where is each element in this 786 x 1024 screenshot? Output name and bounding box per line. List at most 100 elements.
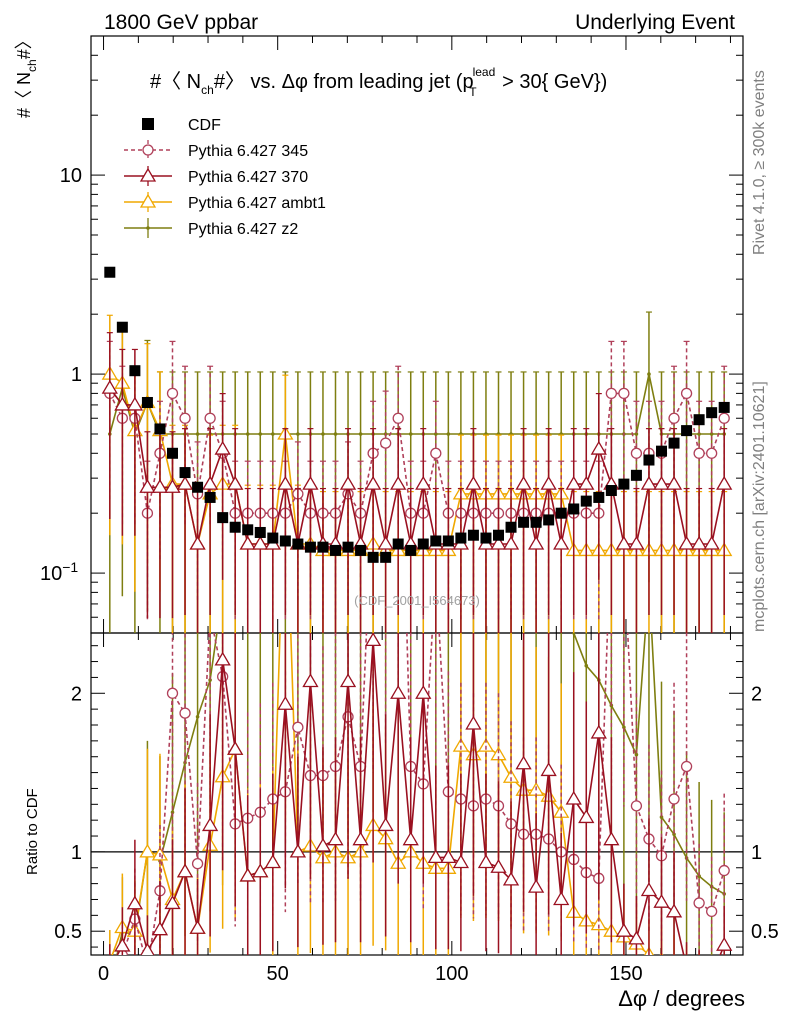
ratio-point <box>302 673 319 688</box>
ratio-point <box>364 633 382 647</box>
ratio-point <box>465 715 482 730</box>
ratio-point <box>264 854 281 869</box>
legend-entry: Pythia 6.427 370 <box>124 166 308 186</box>
cdf-data-point <box>417 538 429 550</box>
title-mid: #〉 vs. Δφ from leading jet (p <box>214 71 474 93</box>
series-point <box>214 440 231 455</box>
cdf-data-point <box>605 485 617 497</box>
ratio-point <box>527 878 545 893</box>
series-point <box>697 432 701 436</box>
ratio-point <box>176 863 194 878</box>
cdf-data-point <box>405 544 417 556</box>
series-point <box>628 535 645 550</box>
ratio-point <box>628 930 645 945</box>
cdf-data-point <box>455 532 467 544</box>
ratio-y-label: Ratio to CDF <box>24 788 41 875</box>
ratio-point <box>630 800 643 812</box>
cdf-data-point <box>518 516 530 528</box>
series-point <box>653 475 670 490</box>
ratio-point <box>239 867 256 882</box>
legend-label: Pythia 6.427 ambt1 <box>188 195 326 212</box>
cdf-data-point <box>304 541 316 553</box>
legend-entry: Pythia 6.427 ambt1 <box>124 192 326 212</box>
plot-title: #〈 Nch#〉 vs. Δφ from leading jet (plead T… <box>150 65 607 99</box>
series-point <box>718 412 730 424</box>
cdf-data-point <box>555 507 567 519</box>
cdf-data-point <box>681 425 693 437</box>
ratio-point <box>502 768 520 783</box>
ratio-point <box>415 684 432 699</box>
ratio-point <box>622 725 626 730</box>
series-point <box>164 478 181 493</box>
ratio-tick-label-right: 2 <box>751 683 762 705</box>
series-point <box>578 475 595 490</box>
ratio-point <box>665 903 683 918</box>
ratio-point <box>371 348 375 352</box>
series-point <box>377 535 394 550</box>
ratio-point <box>653 893 670 908</box>
cdf-data-point <box>593 491 605 503</box>
cdf-data-point <box>618 478 630 490</box>
series-point <box>630 447 643 459</box>
series-point <box>446 432 451 436</box>
cdf-data-point <box>192 481 204 493</box>
cdf-data-point <box>530 516 542 528</box>
series-point <box>258 432 263 436</box>
cdf-data-point <box>630 469 642 481</box>
ratio-point <box>590 724 607 739</box>
ratio-tick-label-right: 0.5 <box>751 921 779 943</box>
series-point <box>114 396 131 411</box>
cdf-data-point <box>229 521 241 533</box>
series-point <box>126 396 144 411</box>
ratio-point <box>716 936 733 951</box>
series-point <box>201 475 219 490</box>
cdf-data-point <box>493 529 504 541</box>
ratio-point <box>706 905 718 918</box>
legend-label: Pythia 6.427 345 <box>188 143 308 160</box>
cdf-data-point <box>154 423 166 435</box>
ratio-point <box>634 752 639 757</box>
series-point <box>615 535 633 550</box>
ratio-point <box>502 871 520 886</box>
series-point <box>189 535 206 550</box>
series-point <box>204 412 216 424</box>
ratio-point <box>140 942 155 955</box>
series-point <box>430 447 442 459</box>
rivet-label: Rivet 4.1.0, ≥ 300k events <box>751 70 768 255</box>
ratio-point <box>680 961 694 973</box>
x-tick-label: 0 <box>98 963 109 985</box>
series-line <box>109 373 725 437</box>
ratio-tick-label-right: 1 <box>751 842 762 864</box>
y-label-main: #〈 N <box>14 72 34 118</box>
cdf-data-point <box>643 454 655 466</box>
ratio-point <box>339 673 357 688</box>
series-point <box>179 412 191 424</box>
y-tick-label: 1 <box>71 364 82 386</box>
cdf-data-point <box>505 521 517 533</box>
cdf-data-point <box>380 551 392 563</box>
series-point <box>333 432 338 436</box>
ratio-point <box>668 793 680 805</box>
ratio-point <box>191 857 204 870</box>
ratio-point <box>693 897 705 909</box>
ratio-point <box>195 714 200 719</box>
ratio-point <box>208 678 212 682</box>
ratio-line <box>116 633 725 955</box>
series-point <box>227 475 244 490</box>
ratio-point <box>126 895 144 910</box>
ratio-point <box>151 921 169 936</box>
series-point <box>553 535 570 550</box>
mcplots-label: mcplots.cern.ch [arXiv:2401.10621] <box>751 381 768 632</box>
series-point <box>302 475 319 490</box>
cdf-data-point <box>204 491 216 503</box>
ratio-point <box>170 810 175 815</box>
cdf-data-point <box>668 437 680 449</box>
ratio-point <box>393 326 403 336</box>
series-point <box>392 412 404 424</box>
series-point <box>693 447 705 459</box>
ratio-point <box>214 651 231 666</box>
ratio-line <box>121 633 725 955</box>
x-tick-label: 100 <box>435 963 468 985</box>
series-point <box>565 475 582 490</box>
